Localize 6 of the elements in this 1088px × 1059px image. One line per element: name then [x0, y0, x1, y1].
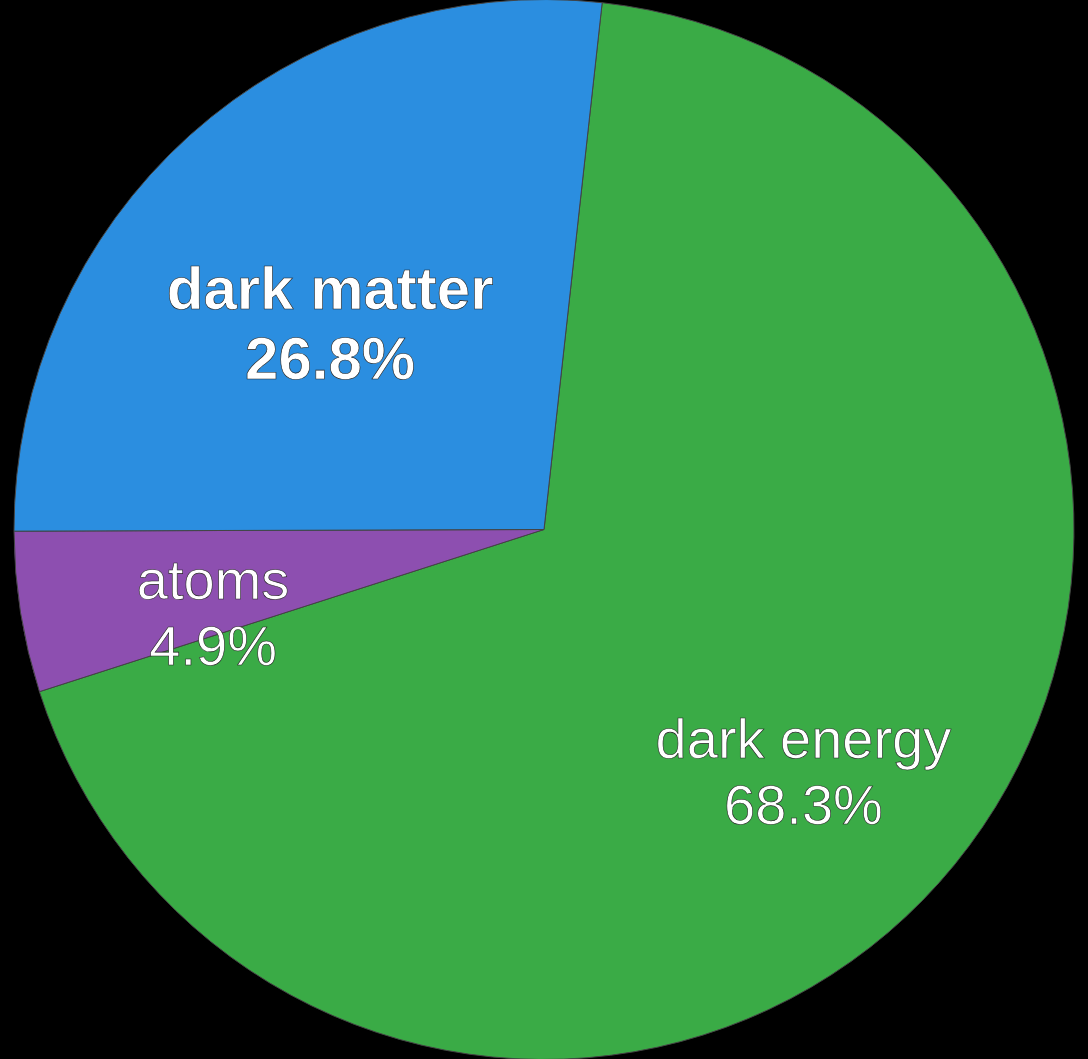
data-label: 26.8%	[245, 325, 416, 393]
slice-label: dark matter	[166, 255, 494, 323]
data-label: 68.3%	[724, 773, 883, 837]
data-label: 4.9%	[149, 613, 277, 677]
slice-label: dark energy	[655, 707, 952, 771]
slice-label: atoms	[136, 547, 290, 611]
